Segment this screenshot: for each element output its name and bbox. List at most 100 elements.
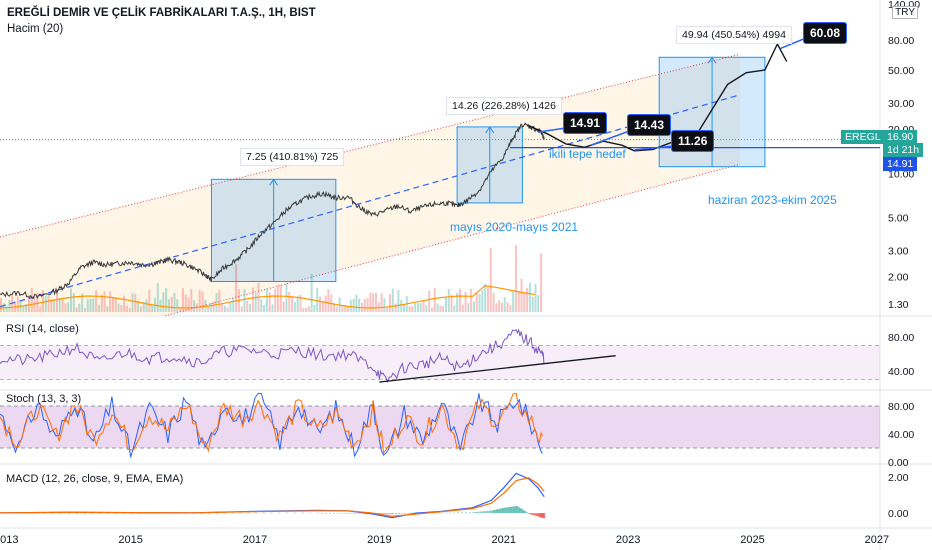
volume-bar	[58, 298, 61, 312]
macd-label[interactable]: MACD (12, 26, close, 9, EMA, EMA)	[6, 473, 184, 485]
macd-histogram-bar	[474, 511, 477, 514]
macd-histogram-bar	[340, 513, 343, 514]
volume-bar	[327, 289, 330, 312]
macd-histogram-bar	[530, 513, 533, 515]
stoch-tick-label: 80.00	[888, 401, 914, 413]
volume-bar	[240, 306, 243, 312]
volume-bar	[333, 303, 336, 312]
macd-histogram-bar	[254, 512, 257, 514]
volume-bar	[503, 297, 506, 312]
volume-bar	[263, 304, 266, 312]
volume-bar	[363, 298, 366, 312]
volume-bar	[120, 305, 123, 312]
macd-histogram-bar	[286, 512, 289, 514]
macd-histogram-bar	[130, 513, 133, 514]
volume-bar	[193, 300, 196, 312]
volume-bar	[103, 291, 106, 312]
volume-bar	[128, 307, 131, 312]
volume-bar	[223, 305, 226, 312]
volume-bar	[39, 306, 42, 312]
volume-bar	[355, 294, 358, 312]
macd-histogram-bar	[543, 513, 546, 519]
volume-bar	[198, 289, 201, 312]
stoch-label[interactable]: Stoch (13, 3, 3)	[6, 393, 82, 405]
volume-bar	[162, 292, 165, 312]
volume-bar	[75, 307, 78, 312]
volume-bar	[67, 302, 70, 312]
macd-histogram-bar	[192, 513, 195, 514]
volume-bar	[190, 288, 193, 312]
price-tick-label: 50.00	[888, 65, 914, 77]
volume-bar	[181, 288, 184, 312]
volume-bar	[450, 294, 453, 312]
macd-histogram-bar	[528, 513, 531, 515]
macd-histogram-bar	[460, 512, 463, 514]
countdown-tag: 1d 21h	[883, 143, 924, 157]
volume-bar	[11, 294, 14, 312]
macd-histogram-bar	[502, 508, 505, 514]
macd-histogram-bar	[536, 513, 539, 517]
volume-bar	[316, 288, 319, 312]
macd-histogram-bar	[404, 513, 407, 514]
volume-bar	[173, 292, 176, 312]
macd-histogram-bar	[99, 513, 102, 514]
macd-histogram-bar	[511, 506, 514, 514]
macd-histogram-bar	[391, 513, 394, 515]
volume-bar	[430, 307, 433, 312]
volume-bar	[81, 293, 84, 312]
support-tag: 14.91	[883, 157, 918, 171]
callout-14-91: 14.91	[563, 112, 608, 134]
volume-bar	[464, 292, 467, 312]
macd-histogram-bar	[514, 506, 517, 514]
volume-bar	[285, 283, 288, 312]
volume-bar	[251, 287, 254, 312]
currency-badge[interactable]: TRY	[892, 6, 918, 19]
volume-bar	[125, 305, 128, 312]
volume-bar	[319, 296, 322, 312]
volume-bar	[13, 303, 16, 312]
rsi-label[interactable]: RSI (14, close)	[6, 323, 79, 335]
volume-bar	[109, 291, 112, 312]
volume-label[interactable]: Hacim (20)	[7, 23, 64, 35]
volume-bar	[50, 298, 53, 312]
volume-bar	[100, 294, 103, 312]
volume-bar	[86, 299, 89, 312]
volume-bar	[461, 304, 464, 312]
rsi-tick-label: 80.00	[888, 332, 914, 344]
macd-histogram-bar	[293, 512, 296, 514]
macd-histogram-bar	[407, 513, 410, 514]
volume-bar	[209, 302, 212, 312]
volume-bar	[416, 303, 419, 312]
volume-bar	[288, 292, 291, 312]
volume-bar	[271, 304, 274, 312]
volume-bar	[489, 247, 492, 312]
volume-bar	[369, 292, 372, 312]
macd-histogram-bar	[517, 506, 520, 514]
channel-middle-line	[0, 94, 741, 308]
macd-histogram-bar	[270, 512, 273, 514]
volume-bar	[30, 288, 33, 312]
volume-bar	[226, 307, 229, 312]
macd-histogram-bar	[348, 513, 351, 514]
price-tick-label: 140.00	[888, 0, 920, 11]
volume-bar	[268, 292, 271, 312]
volume-bar	[64, 303, 67, 312]
volume-bar	[47, 294, 50, 312]
macd-histogram-bar	[509, 506, 512, 514]
volume-bar	[111, 298, 114, 312]
stoch-d-line	[0, 392, 544, 455]
volume-bar	[492, 292, 495, 312]
volume-bar	[537, 295, 540, 312]
time-tick-label: 2025	[740, 534, 764, 546]
macd-histogram-bar	[477, 511, 480, 514]
macd-histogram-bar	[494, 509, 497, 514]
macd-histogram-bar	[262, 512, 265, 514]
volume-bar	[179, 306, 182, 312]
volume-bar	[453, 305, 456, 312]
macd-histogram-bar	[200, 513, 203, 514]
volume-bar	[321, 301, 324, 312]
macd-histogram-bar	[534, 513, 537, 516]
macd-histogram-bar	[410, 512, 413, 514]
connector-11-26	[634, 145, 675, 151]
macd-histogram-bar	[486, 510, 489, 514]
